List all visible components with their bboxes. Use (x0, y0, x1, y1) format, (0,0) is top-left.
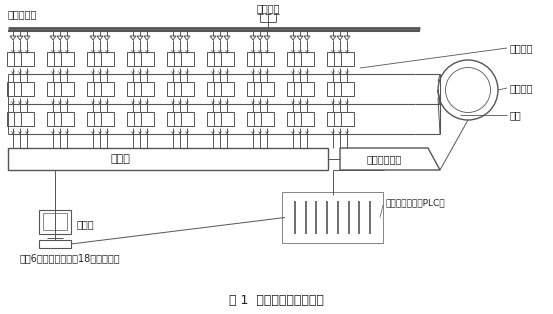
Bar (47, 82, 60, 96)
Bar (261, 112, 274, 126)
Bar (141, 52, 154, 66)
Bar (174, 52, 187, 66)
Bar (127, 82, 140, 96)
Bar (87, 52, 100, 66)
Text: 功率单元: 功率单元 (510, 43, 534, 53)
Bar (285, 195, 380, 240)
Bar (294, 52, 307, 66)
Bar (287, 52, 300, 66)
Bar (127, 52, 140, 66)
Bar (61, 82, 74, 96)
Bar (327, 52, 340, 66)
Bar (127, 112, 140, 126)
Bar (14, 82, 27, 96)
Bar (43, 213, 67, 230)
Bar (334, 112, 347, 126)
Bar (14, 52, 27, 66)
Bar (61, 112, 74, 126)
Bar (221, 112, 234, 126)
Bar (174, 82, 187, 96)
Bar (14, 112, 27, 126)
Bar (221, 82, 234, 96)
Bar (327, 112, 340, 126)
Bar (87, 82, 100, 96)
Bar (247, 112, 260, 126)
Bar (54, 82, 67, 96)
Bar (181, 112, 194, 126)
Bar (94, 82, 107, 96)
Bar (21, 82, 34, 96)
Bar (261, 82, 274, 96)
Bar (247, 82, 260, 96)
Bar (254, 82, 267, 96)
Bar (87, 112, 100, 126)
Bar (101, 82, 114, 96)
Bar (101, 112, 114, 126)
Text: 控制器: 控制器 (110, 154, 130, 164)
Bar (94, 112, 107, 126)
Bar (247, 52, 260, 66)
Bar (254, 112, 267, 126)
Text: 图 1  变频调速系统的结构: 图 1 变频调速系统的结构 (228, 294, 324, 306)
Bar (261, 52, 274, 66)
Bar (207, 52, 220, 66)
Bar (341, 52, 354, 66)
Bar (221, 52, 234, 66)
Bar (7, 82, 20, 96)
Bar (294, 112, 307, 126)
Bar (94, 52, 107, 66)
Bar (282, 192, 383, 243)
Bar (287, 112, 300, 126)
Bar (214, 112, 227, 126)
Text: 移相变压器: 移相变压器 (8, 9, 38, 19)
Bar (207, 112, 220, 126)
Bar (8, 148, 328, 170)
Bar (134, 112, 147, 126)
Bar (134, 52, 147, 66)
Text: 光纤: 光纤 (510, 110, 521, 120)
Bar (174, 112, 187, 126)
Bar (294, 82, 307, 96)
Bar (141, 112, 154, 126)
Text: 独立控制电源: 独立控制电源 (367, 154, 401, 164)
Bar (207, 82, 220, 96)
Bar (181, 52, 194, 66)
Text: 每相6个功率单元，共18个功率单元: 每相6个功率单元，共18个功率单元 (20, 253, 121, 263)
Bar (327, 82, 340, 96)
Bar (134, 82, 147, 96)
Bar (181, 82, 194, 96)
Text: 可编程控制器（PLC）: 可编程控制器（PLC） (385, 198, 445, 208)
Text: 三相电网: 三相电网 (256, 3, 280, 13)
Bar (47, 52, 60, 66)
Bar (301, 52, 314, 66)
Bar (21, 52, 34, 66)
Bar (39, 240, 71, 248)
Bar (167, 112, 180, 126)
Bar (21, 112, 34, 126)
Bar (54, 112, 67, 126)
Bar (54, 52, 67, 66)
Bar (334, 82, 347, 96)
Bar (287, 82, 300, 96)
Bar (7, 112, 20, 126)
Text: 异步电机: 异步电机 (510, 83, 534, 93)
Bar (254, 52, 267, 66)
Bar (301, 82, 314, 96)
Bar (214, 52, 227, 66)
Bar (47, 112, 60, 126)
Bar (101, 52, 114, 66)
Bar (61, 52, 74, 66)
Bar (141, 82, 154, 96)
Bar (334, 52, 347, 66)
Bar (301, 112, 314, 126)
Bar (167, 82, 180, 96)
Bar (39, 210, 71, 234)
Bar (214, 82, 227, 96)
Bar (341, 82, 354, 96)
Text: 工控机: 工控机 (77, 219, 95, 229)
Bar (341, 112, 354, 126)
Bar (167, 52, 180, 66)
Bar (7, 52, 20, 66)
